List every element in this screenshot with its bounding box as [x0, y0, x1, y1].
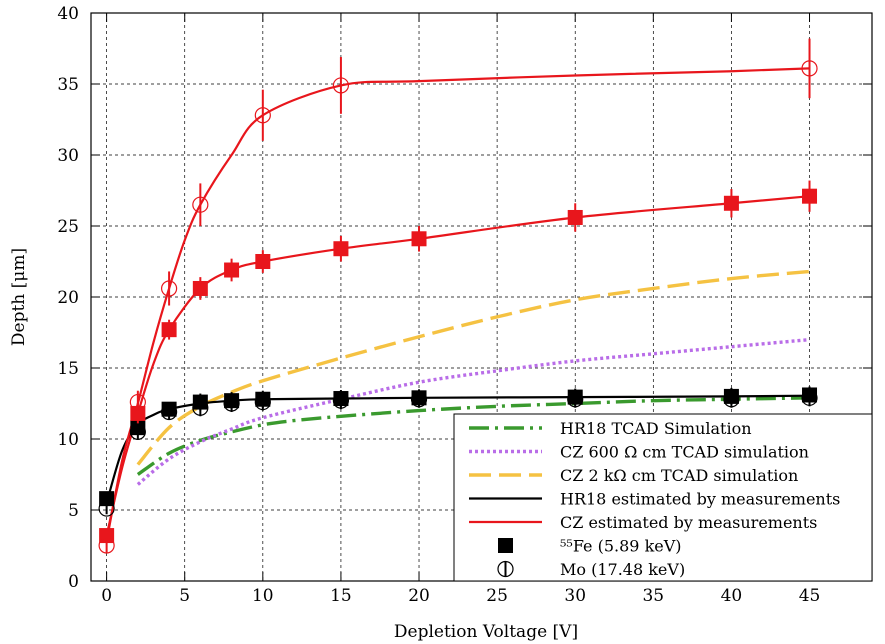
data-point-square [333, 241, 349, 257]
data-point-circle [254, 393, 271, 411]
legend-label: HR18 estimated by measurements [560, 490, 840, 509]
y-axis-label: Depth [μm] [9, 248, 29, 346]
x-tick-label: 45 [799, 586, 821, 606]
x-tick-label: 0 [101, 586, 112, 606]
legend-marker-circle [497, 560, 514, 578]
x-tick-label: 25 [486, 586, 508, 606]
x-tick-label: 5 [179, 586, 190, 606]
series-line [136, 396, 810, 476]
legend-label: ⁵⁵Fe (5.89 keV) [560, 537, 682, 556]
series-line [136, 337, 810, 486]
y-tick-label: 25 [57, 217, 79, 237]
y-tick-label: 30 [57, 146, 79, 166]
data-point-square [411, 231, 427, 247]
data-point-square [224, 262, 240, 278]
x-axis-label: Depletion Voltage [V] [394, 622, 578, 642]
x-tick-label: 30 [564, 586, 586, 606]
data-point-circle [801, 389, 818, 406]
data-point-circle [192, 196, 209, 213]
legend: HR18 TCAD Simulation CZ 600 Ω cm TCAD sim… [453, 413, 873, 582]
points [98, 38, 818, 554]
data-point-circle [332, 392, 350, 409]
y-tick-label: 0 [68, 572, 79, 592]
data-point-circle [161, 280, 178, 297]
data-point-circle [98, 500, 115, 517]
data-point-circle [410, 391, 428, 408]
data-point-circle [98, 537, 115, 554]
data-point-circle [801, 60, 818, 77]
legend-label: CZ 600 Ω cm TCAD simulation [560, 443, 809, 462]
y-tick-label: 10 [57, 430, 79, 450]
data-point-square [255, 254, 271, 269]
data-point-square [161, 322, 177, 338]
y-tick-label: 5 [68, 501, 79, 521]
series-line [105, 67, 810, 542]
data-point-square [802, 188, 818, 204]
x-tick-label: 40 [721, 586, 743, 606]
data-point-circle [161, 403, 178, 421]
data-point-square [192, 280, 208, 296]
data-point-circle [332, 77, 350, 94]
data-point-circle [254, 107, 271, 124]
data-point-circle [129, 393, 146, 411]
x-tick-label: 35 [642, 586, 664, 606]
data-point-circle [192, 399, 209, 416]
x-tick-label: 15 [330, 586, 352, 606]
legend-label: CZ estimated by measurements [560, 513, 817, 532]
data-point-circle [223, 395, 240, 412]
data-point-circle [723, 391, 740, 408]
legend-label: CZ 2 kΩ cm TCAD simulation [560, 466, 798, 485]
data-point-circle [567, 391, 584, 408]
data-point-square [723, 195, 739, 211]
legend-label: Mo (17.48 keV) [560, 560, 685, 579]
data-point-circle [129, 423, 146, 440]
data-point-square [567, 209, 583, 225]
x-tick-label: 10 [252, 586, 274, 606]
y-tick-label: 40 [57, 4, 79, 24]
ticks: 0 5 10 15 20 25 30 35 40 45 0 5 10 15 20 25 30 35 40 [57, 4, 872, 606]
y-tick-label: 35 [57, 75, 79, 95]
series-line [136, 269, 810, 466]
y-tick-label: 20 [57, 288, 79, 308]
y-tick-label: 15 [57, 359, 79, 379]
legend-label: HR18 TCAD Simulation [560, 419, 752, 438]
x-tick-label: 20 [408, 586, 430, 606]
legend-marker-square [498, 538, 513, 553]
